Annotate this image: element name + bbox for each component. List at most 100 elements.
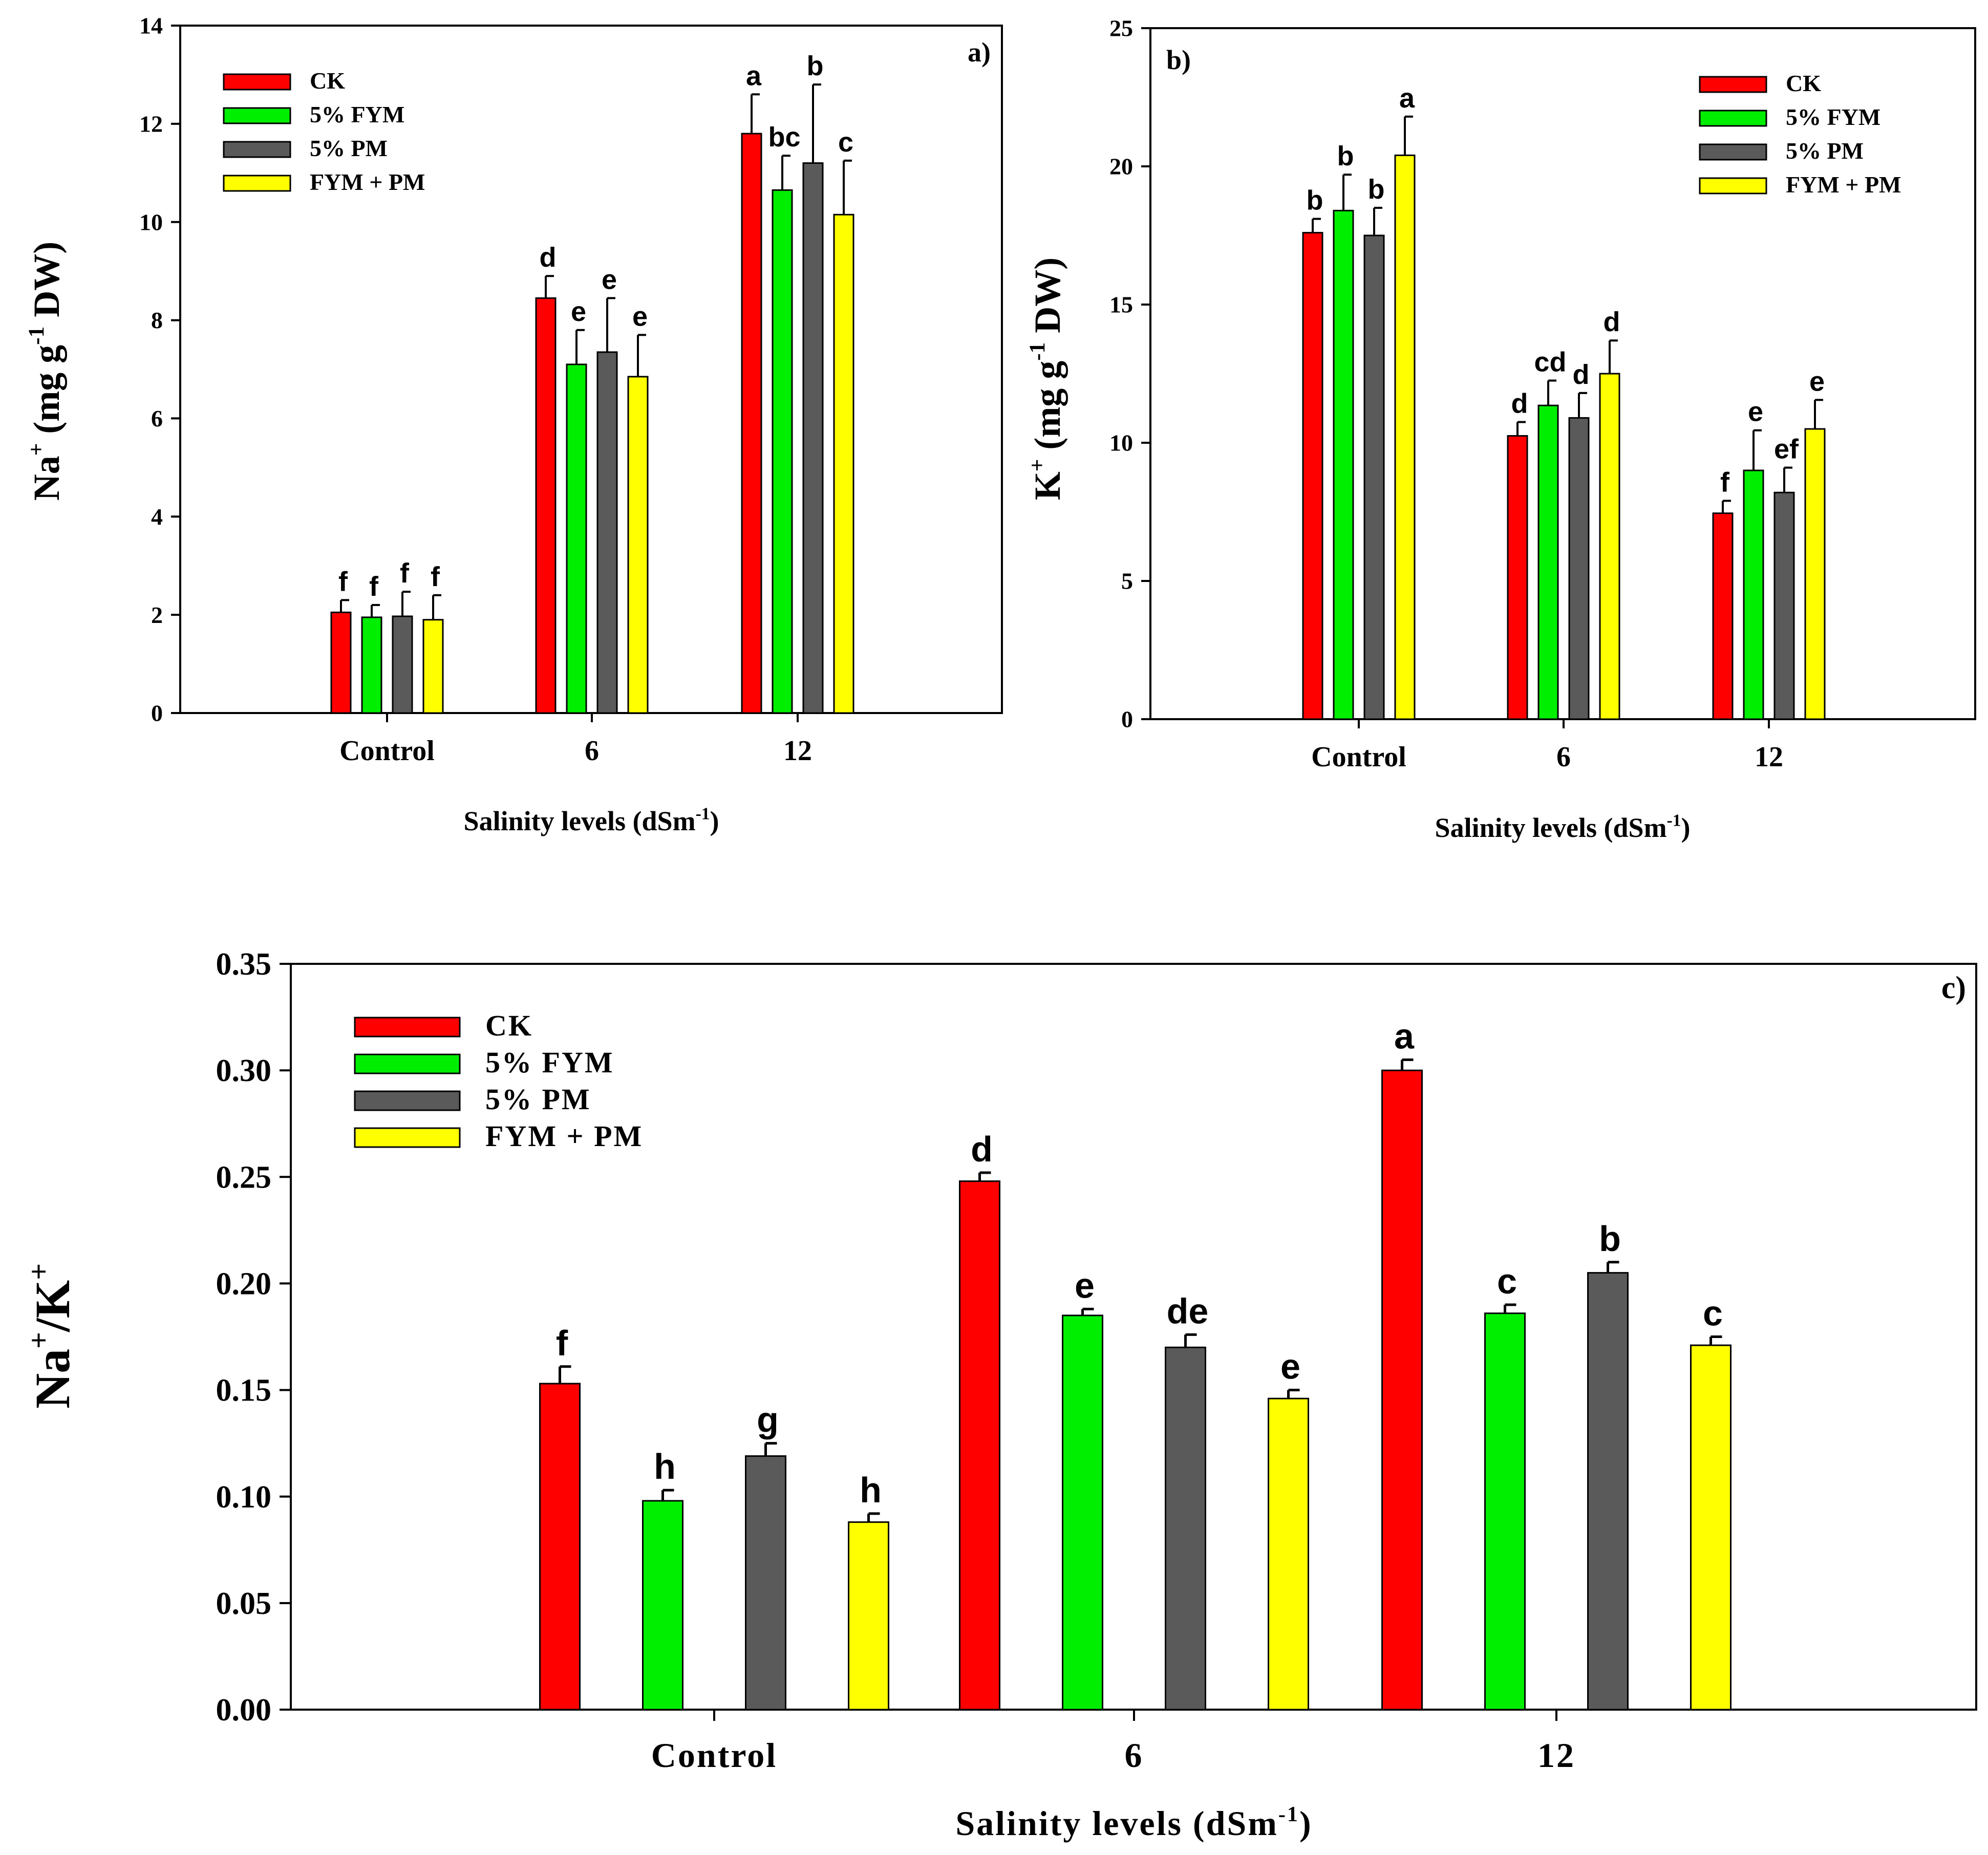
significance-letter: f bbox=[556, 1323, 568, 1363]
y-tick-label: 5 bbox=[1121, 568, 1133, 594]
bar bbox=[1743, 469, 1764, 720]
bar bbox=[1363, 234, 1385, 720]
significance-letter: e bbox=[1748, 397, 1763, 427]
significance-letter: d bbox=[1573, 359, 1590, 390]
bar bbox=[422, 619, 444, 714]
significance-letter: f bbox=[1720, 467, 1730, 498]
significance-letter: d bbox=[1604, 307, 1620, 337]
x-axis-title: Salinity levels (dSm-1) bbox=[464, 804, 719, 836]
x-tick-label: 12 bbox=[783, 735, 812, 767]
significance-letter: b bbox=[807, 51, 824, 81]
legend-swatch bbox=[1699, 143, 1767, 161]
panel-label: c) bbox=[1941, 970, 1966, 1005]
legend-label: 5% FYM bbox=[1786, 104, 1880, 130]
bar bbox=[1333, 209, 1354, 720]
bar bbox=[1165, 1346, 1206, 1711]
y-tick-label: 0.00 bbox=[216, 1693, 272, 1728]
legend-swatch bbox=[1699, 177, 1767, 195]
y-tick-label: 0.20 bbox=[216, 1267, 272, 1302]
significance-letter: e bbox=[632, 301, 648, 332]
legend-swatch bbox=[223, 107, 291, 124]
significance-letter: f bbox=[400, 558, 410, 589]
significance-letter: ef bbox=[1774, 434, 1799, 465]
bar bbox=[848, 1521, 889, 1711]
y-tick-label: 0.30 bbox=[216, 1053, 272, 1088]
bar bbox=[959, 1180, 1000, 1711]
y-tick-label: 14 bbox=[139, 13, 163, 39]
bar bbox=[361, 616, 382, 714]
significance-letter: de bbox=[1167, 1291, 1209, 1331]
y-tick-label: 0.15 bbox=[216, 1373, 272, 1408]
significance-letter: d bbox=[540, 242, 557, 273]
x-tick-label: Control bbox=[1311, 741, 1406, 773]
bar bbox=[741, 133, 762, 714]
significance-letter: b bbox=[1337, 141, 1354, 171]
significance-letter: a bbox=[746, 60, 762, 91]
legend-label: 5% PM bbox=[485, 1083, 591, 1116]
legend-swatch bbox=[354, 1017, 461, 1038]
y-axis-title: Na+/K+​ bbox=[23, 1263, 80, 1409]
significance-letter: f bbox=[369, 571, 379, 602]
legend-swatch bbox=[354, 1053, 461, 1074]
x-tick-label: Control bbox=[651, 1736, 777, 1775]
x-tick-label: 6 bbox=[1125, 1736, 1144, 1775]
significance-letter: f bbox=[338, 566, 348, 597]
legend-label: FYM + PM bbox=[485, 1119, 643, 1153]
panel-label: a) bbox=[968, 37, 991, 68]
y-tick-label: 0.35 bbox=[216, 947, 272, 982]
y-tick-label: 2 bbox=[151, 602, 163, 628]
bar bbox=[1690, 1344, 1732, 1711]
significance-letter: bc bbox=[768, 122, 800, 153]
significance-letter: g bbox=[757, 1400, 779, 1440]
bar bbox=[1568, 417, 1590, 720]
bar bbox=[392, 615, 413, 714]
panel-label: b) bbox=[1166, 45, 1191, 75]
y-tick-label: 10 bbox=[139, 209, 163, 235]
legend-swatch bbox=[223, 141, 291, 158]
bar bbox=[1062, 1314, 1103, 1711]
legend-swatch bbox=[354, 1090, 461, 1111]
significance-letter: h bbox=[654, 1447, 676, 1486]
chart-panel-a: 0 2 4 6 8 10 12 14 Control 6 12 f d a f e bc f e b f e c CK 5% F… bbox=[25, 13, 1003, 836]
bar bbox=[1599, 373, 1620, 720]
bar bbox=[642, 1500, 683, 1711]
bar bbox=[1507, 435, 1528, 720]
significance-letter: e bbox=[1809, 366, 1825, 397]
x-tick-label: 6 bbox=[1556, 741, 1571, 773]
x-axis-title: Salinity levels (dSm-1) bbox=[1435, 811, 1691, 843]
bar bbox=[535, 297, 557, 714]
bar bbox=[1537, 404, 1559, 720]
bar bbox=[596, 351, 618, 714]
y-tick-label: 0 bbox=[151, 700, 163, 726]
bar bbox=[802, 162, 824, 714]
significance-letter: c bbox=[1497, 1261, 1517, 1301]
y-tick-label: 0.05 bbox=[216, 1586, 272, 1621]
significance-letter: d bbox=[1511, 389, 1528, 419]
legend-swatch bbox=[354, 1127, 461, 1148]
legend-label: 5% FYM bbox=[485, 1046, 614, 1079]
legend-label: FYM + PM bbox=[310, 169, 425, 195]
bar bbox=[1302, 232, 1323, 720]
bar bbox=[1268, 1397, 1309, 1711]
bar bbox=[566, 363, 587, 714]
legend-label: 5% PM bbox=[310, 135, 388, 161]
significance-letter: f bbox=[431, 562, 440, 592]
y-axis-title: K+ (mg g-1 DW) bbox=[1025, 257, 1068, 501]
significance-letter: c bbox=[1703, 1293, 1723, 1333]
x-axis-title: Salinity levels (dSm-1) bbox=[955, 1802, 1312, 1843]
x-tick-label: Control bbox=[339, 735, 435, 767]
significance-letter: e bbox=[1075, 1265, 1095, 1305]
bar bbox=[1712, 512, 1734, 720]
y-tick-label: 6 bbox=[151, 405, 163, 432]
y-tick-label: 8 bbox=[151, 307, 163, 333]
y-tick-label: 15 bbox=[1109, 292, 1133, 318]
y-tick-label: 4 bbox=[151, 504, 163, 530]
bar bbox=[833, 213, 854, 714]
bar bbox=[1394, 154, 1416, 720]
legend-label: CK bbox=[485, 1009, 533, 1042]
y-tick-label: 25 bbox=[1109, 15, 1133, 41]
x-tick-label: 6 bbox=[585, 735, 599, 767]
